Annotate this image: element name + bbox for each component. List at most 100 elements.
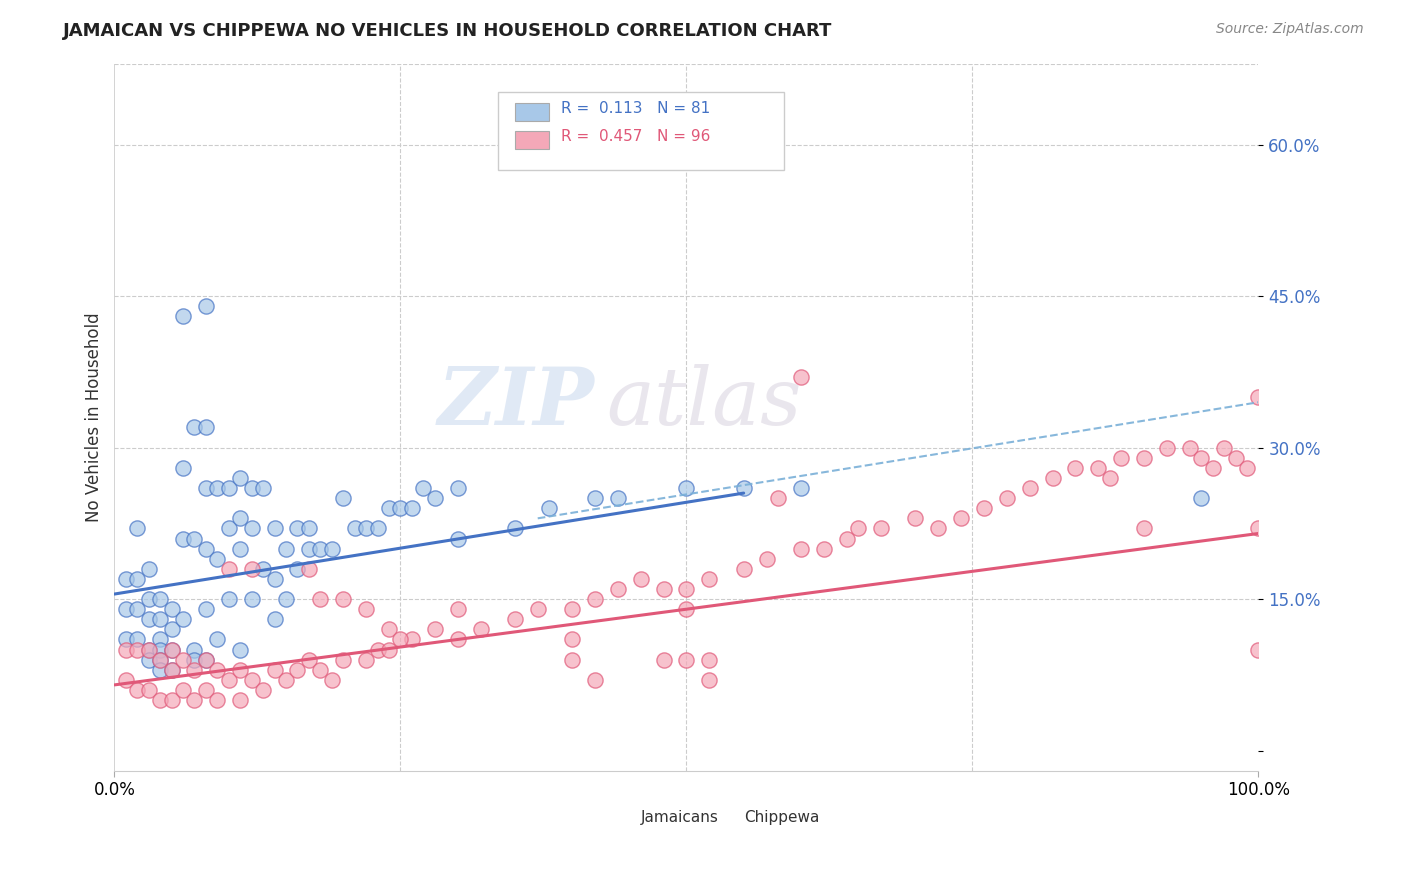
Point	[1109, 450, 1132, 465]
Point	[263, 521, 285, 535]
Point	[218, 481, 240, 495]
Point	[183, 693, 205, 707]
Point	[183, 663, 205, 677]
Point	[755, 551, 778, 566]
Point	[446, 602, 468, 616]
Text: Source: ZipAtlas.com: Source: ZipAtlas.com	[1216, 22, 1364, 37]
Point	[229, 541, 252, 556]
Point	[149, 663, 172, 677]
Point	[927, 521, 949, 535]
Point	[309, 592, 332, 607]
Point	[115, 673, 138, 687]
Point	[149, 653, 172, 667]
Point	[1202, 461, 1225, 475]
Point	[138, 562, 160, 576]
Point	[870, 521, 893, 535]
Point	[229, 663, 252, 677]
Point	[149, 592, 172, 607]
Point	[389, 632, 412, 647]
Point	[274, 673, 297, 687]
Point	[240, 673, 263, 687]
Point	[367, 521, 389, 535]
Point	[298, 562, 321, 576]
Point	[160, 602, 183, 616]
Point	[950, 511, 973, 525]
Point	[287, 562, 309, 576]
Point	[183, 653, 205, 667]
Point	[321, 673, 343, 687]
Point	[298, 541, 321, 556]
Point	[115, 602, 138, 616]
Text: R =  0.113   N = 81: R = 0.113 N = 81	[561, 101, 710, 116]
Point	[354, 653, 377, 667]
Point	[1064, 461, 1087, 475]
Point	[229, 693, 252, 707]
Point	[1189, 491, 1212, 505]
Point	[1225, 450, 1247, 465]
Point	[138, 653, 160, 667]
Point	[127, 682, 149, 697]
Point	[378, 623, 401, 637]
Point	[401, 501, 423, 516]
Point	[194, 420, 217, 434]
Point	[995, 491, 1018, 505]
Point	[160, 642, 183, 657]
Point	[194, 602, 217, 616]
Point	[1247, 521, 1270, 535]
Point	[218, 592, 240, 607]
Point	[503, 612, 526, 626]
Point	[309, 541, 332, 556]
Point	[194, 481, 217, 495]
Point	[321, 541, 343, 556]
Point	[446, 481, 468, 495]
Point	[652, 582, 675, 596]
Point	[274, 592, 297, 607]
Point	[229, 511, 252, 525]
Point	[733, 481, 755, 495]
Point	[630, 572, 652, 586]
Point	[1236, 461, 1258, 475]
Point	[160, 623, 183, 637]
Point	[172, 612, 194, 626]
Point	[697, 673, 720, 687]
Point	[401, 632, 423, 647]
Point	[115, 632, 138, 647]
Point	[172, 461, 194, 475]
Point	[1156, 441, 1178, 455]
Point	[115, 642, 138, 657]
Point	[367, 642, 389, 657]
Point	[583, 673, 606, 687]
Point	[503, 521, 526, 535]
Point	[263, 663, 285, 677]
Point	[412, 481, 434, 495]
Point	[538, 501, 561, 516]
Point	[1087, 461, 1109, 475]
Point	[378, 501, 401, 516]
Point	[194, 653, 217, 667]
Point	[675, 582, 697, 596]
Point	[263, 612, 285, 626]
Point	[332, 592, 354, 607]
Point	[470, 623, 492, 637]
Point	[207, 632, 229, 647]
Point	[127, 632, 149, 647]
Point	[160, 693, 183, 707]
Point	[138, 592, 160, 607]
Point	[423, 491, 446, 505]
Bar	[515, 103, 550, 120]
Point	[172, 532, 194, 546]
Point	[675, 653, 697, 667]
Point	[252, 682, 274, 697]
Point	[207, 551, 229, 566]
Point	[733, 562, 755, 576]
Point	[194, 653, 217, 667]
Point	[229, 471, 252, 485]
Point	[149, 693, 172, 707]
Text: R =  0.457   N = 96: R = 0.457 N = 96	[561, 129, 710, 145]
Point	[287, 663, 309, 677]
Point	[1247, 642, 1270, 657]
Point	[606, 491, 628, 505]
Point	[183, 532, 205, 546]
Point	[309, 663, 332, 677]
Point	[697, 653, 720, 667]
